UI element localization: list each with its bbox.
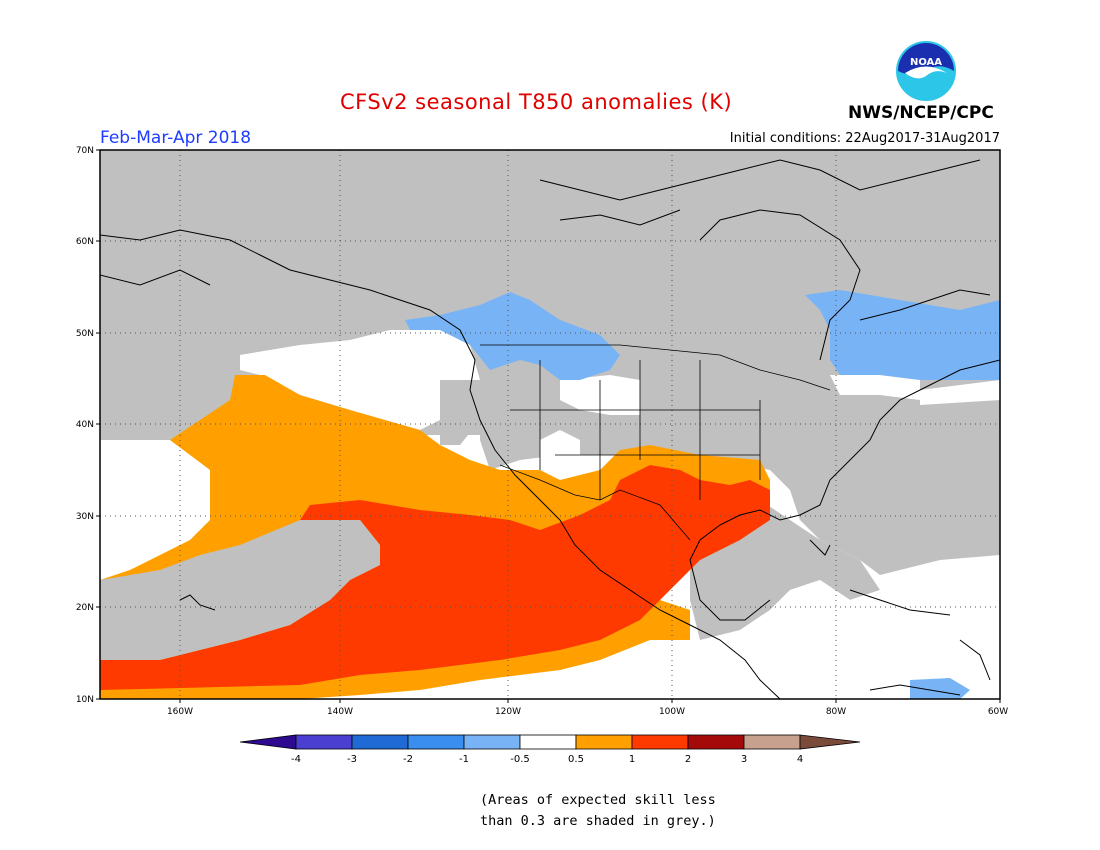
organization-label: NWS/NCEP/CPC bbox=[848, 103, 994, 123]
legend-swatch bbox=[463, 734, 521, 750]
lat-label-20n: 20N bbox=[76, 603, 94, 613]
chart-title: CFSv2 seasonal T850 anomalies (K) bbox=[340, 90, 733, 114]
lon-label-120w: 120W bbox=[495, 707, 521, 717]
legend-tick-label: -0.5 bbox=[510, 754, 530, 765]
lon-label-140w: 140W bbox=[327, 707, 353, 717]
legend-tick-label: 3 bbox=[741, 754, 747, 765]
lat-label-30n: 30N bbox=[76, 512, 94, 522]
initial-conditions: Initial conditions: 22Aug2017-31Aug2017 bbox=[729, 131, 1000, 146]
political-borders bbox=[480, 344, 831, 541]
legend-swatch bbox=[407, 734, 465, 750]
legend-swatch bbox=[575, 734, 633, 750]
legend-swatch bbox=[519, 734, 577, 750]
skill-note: (Areas of expected skill less than 0.3 a… bbox=[480, 790, 716, 832]
legend-tick-label: -2 bbox=[403, 754, 413, 765]
lat-label-10n: 10N bbox=[76, 695, 94, 705]
legend-arrow-right bbox=[799, 734, 861, 750]
negative-anomaly-blue-areas bbox=[405, 290, 1000, 699]
skill-note-line: (Areas of expected skill less bbox=[480, 792, 716, 808]
legend-colorbar bbox=[239, 734, 861, 750]
legend-tick-label: 0.5 bbox=[568, 754, 584, 765]
legend-tick-label: 1 bbox=[629, 754, 635, 765]
graticule bbox=[100, 150, 1000, 699]
legend-tick-label: 2 bbox=[685, 754, 691, 765]
forecast-period: Feb-Mar-Apr 2018 bbox=[100, 128, 252, 148]
legend-tick-label: -4 bbox=[291, 754, 301, 765]
skill-note-line: than 0.3 are shaded in grey.) bbox=[480, 813, 716, 829]
lon-label-80w: 80W bbox=[826, 707, 846, 717]
lon-label-60w: 60W bbox=[988, 707, 1008, 717]
legend-swatch bbox=[351, 734, 409, 750]
legend-swatch bbox=[631, 734, 689, 750]
noaa-logo-text: NOAA bbox=[910, 57, 942, 68]
legend-arrow-left bbox=[239, 734, 297, 750]
legend-swatch bbox=[743, 734, 801, 750]
legend-swatch bbox=[295, 734, 353, 750]
legend-tick-label: -1 bbox=[459, 754, 469, 765]
noaa-logo: NOAA bbox=[896, 41, 956, 101]
lon-label-160w: 160W bbox=[167, 707, 193, 717]
near-normal-white-areas bbox=[100, 330, 1000, 699]
coastlines bbox=[100, 159, 1000, 699]
legend-tick-label: -3 bbox=[347, 754, 357, 765]
legend-swatch bbox=[687, 734, 745, 750]
lon-label-100w: 100W bbox=[659, 707, 685, 717]
lat-label-60n: 60N bbox=[76, 237, 94, 247]
lat-label-40n: 40N bbox=[76, 420, 94, 430]
positive-anomaly-red-areas bbox=[100, 465, 770, 690]
legend-tick-label: 4 bbox=[797, 754, 803, 765]
lat-label-50n: 50N bbox=[76, 329, 94, 339]
lat-label-70n: 70N bbox=[76, 146, 94, 156]
